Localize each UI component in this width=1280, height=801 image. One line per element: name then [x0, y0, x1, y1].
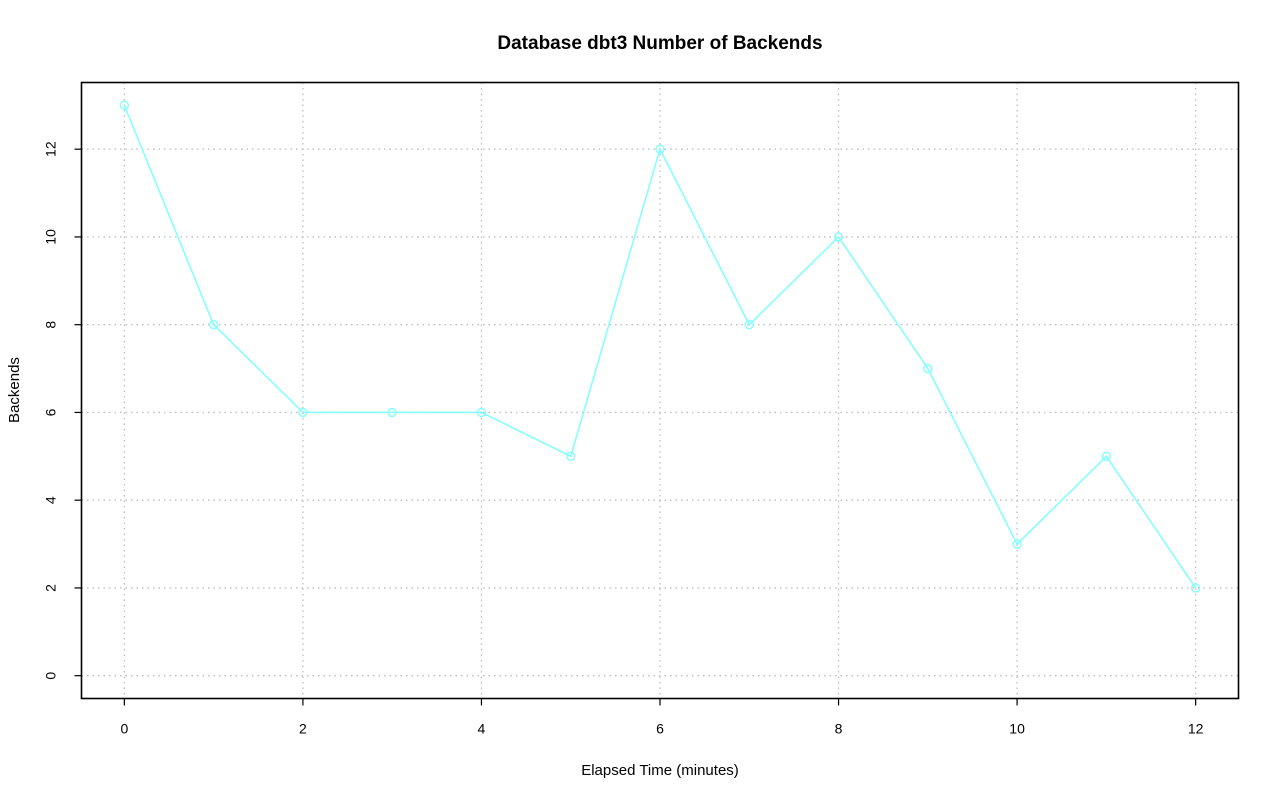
data-point: [566, 451, 576, 461]
data-point: [208, 320, 219, 330]
data-point: [387, 407, 397, 418]
x-tick-label: 12: [1188, 721, 1204, 737]
series-line: [123, 105, 1197, 589]
y-tick-label: 6: [43, 408, 59, 416]
y-tick-label: 10: [43, 229, 59, 245]
x-axis: 0 2 4 6 8 10 12: [120, 698, 1204, 737]
x-tick-label: 2: [299, 721, 307, 737]
series-layer: [119, 100, 1201, 593]
y-axis-label: Backends: [6, 357, 23, 423]
data-point: [744, 320, 754, 330]
grid: [81, 82, 1239, 699]
y-tick-label: 12: [43, 141, 59, 157]
chart-title: Database dbt3 Number of Backends: [497, 33, 822, 54]
data-point: [298, 407, 308, 418]
y-tick-label: 8: [43, 321, 59, 329]
data-point: [833, 232, 844, 242]
y-tick-label: 2: [43, 584, 59, 592]
x-tick-label: 4: [478, 721, 486, 737]
y-tick-label: 4: [43, 496, 59, 504]
data-point: [119, 100, 130, 110]
y-tick-label: 0: [43, 672, 59, 680]
data-point: [476, 407, 487, 418]
x-axis-label: Elapsed Time (minutes): [581, 762, 739, 779]
data-point: [1012, 539, 1022, 549]
data-point: [1190, 583, 1201, 593]
x-tick-label: 6: [656, 721, 664, 737]
x-tick-label: 8: [835, 721, 843, 737]
data-point: [655, 144, 665, 154]
x-tick-label: 0: [120, 721, 128, 737]
data-point: [1101, 451, 1112, 461]
x-tick-label: 10: [1009, 721, 1025, 737]
data-point: [923, 363, 933, 374]
y-axis: 0 2 4 6 8 10 12: [43, 141, 82, 680]
